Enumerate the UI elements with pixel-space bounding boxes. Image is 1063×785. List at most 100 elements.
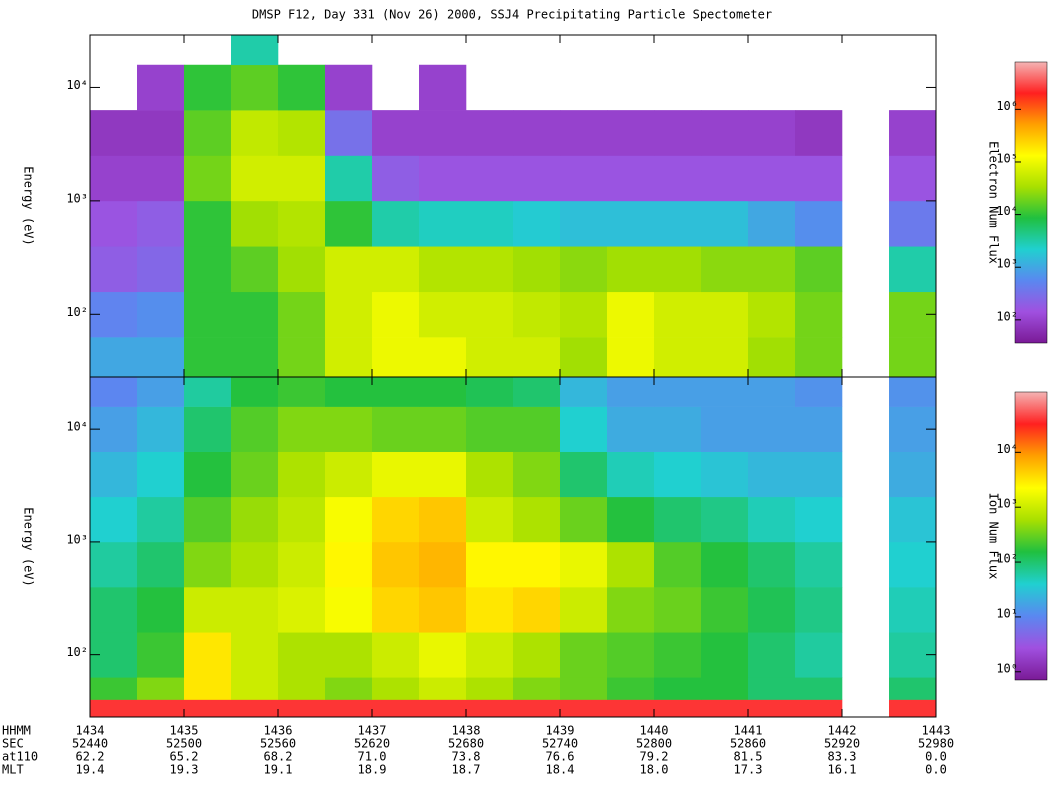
heat-cell: [419, 541, 467, 588]
time-label: 1439: [546, 724, 575, 738]
heat-cell: [231, 246, 279, 293]
heat-cell: [231, 677, 279, 700]
heat-cell: [90, 155, 138, 202]
heat-cell: [137, 200, 185, 247]
colorbar-tick-label: 10³: [996, 497, 1018, 511]
heat-cell: [748, 406, 796, 452]
heat-cell: [231, 155, 279, 202]
heat-cell: [184, 496, 232, 543]
time-label: 19.4: [76, 763, 105, 777]
heat-cell: [607, 451, 655, 498]
heat-cell: [325, 406, 373, 452]
time-label: 0.0: [925, 750, 947, 764]
heat-cell: [325, 110, 373, 156]
heat-cell: [278, 155, 326, 202]
heat-cell: [419, 291, 467, 338]
heat-cell: [278, 632, 326, 678]
heat-cell: [419, 337, 467, 378]
heat-cell: [748, 155, 796, 202]
time-label: 18.4: [546, 763, 575, 777]
heat-cell: [654, 451, 702, 498]
time-row-name: SEC: [2, 737, 24, 751]
heat-cell: [184, 291, 232, 338]
heat-cell: [560, 496, 608, 543]
heat-cell: [184, 406, 232, 452]
heat-cell: [184, 451, 232, 498]
heat-cell: [795, 587, 843, 633]
heat-cell: [748, 337, 796, 378]
time-label: 81.5: [734, 750, 763, 764]
heat-cell: [137, 337, 185, 378]
x-tick-label: 52620: [354, 737, 390, 751]
heat-cell: [889, 496, 937, 543]
heat-cell: [701, 496, 749, 543]
heat-cell: [231, 451, 279, 498]
heat-cell: [560, 200, 608, 247]
heat-cell: [466, 246, 514, 293]
heat-cell: [607, 246, 655, 293]
heat-cell: [701, 155, 749, 202]
heat-cell: [90, 246, 138, 293]
heat-cell: [231, 406, 279, 452]
heat-cell: [372, 541, 420, 588]
heat-cell: [654, 587, 702, 633]
heat-cell: [560, 291, 608, 338]
heat-cell: [654, 110, 702, 156]
heat-cell: [278, 200, 326, 247]
heat-cell: [278, 110, 326, 156]
heat-cell: [278, 541, 326, 588]
heat-cell: [560, 699, 608, 718]
heat-cell: [231, 496, 279, 543]
heat-cell: [184, 541, 232, 588]
heat-cell: [889, 246, 937, 293]
heat-cell: [137, 677, 185, 700]
heat-cell: [372, 377, 420, 407]
x-tick-label: 52500: [166, 737, 202, 751]
colorbar-tick-label: 10⁵: [996, 151, 1018, 165]
heat-cell: [607, 677, 655, 700]
colorbar-label: Electron Num Flux: [987, 141, 1001, 264]
x-tick-label: 52800: [636, 737, 672, 751]
heat-cell: [701, 699, 749, 718]
heat-cell: [889, 541, 937, 588]
heat-cell: [231, 110, 279, 156]
heat-cell: [184, 200, 232, 247]
time-label: 1436: [264, 724, 293, 738]
time-label: 0.0: [925, 763, 947, 777]
heat-cell: [513, 632, 561, 678]
heat-cell: [795, 677, 843, 700]
heat-cell: [466, 632, 514, 678]
heat-cell: [795, 496, 843, 543]
heat-cell: [513, 155, 561, 202]
heat-cell: [748, 246, 796, 293]
x-tick-label: 52440: [72, 737, 108, 751]
heat-cell: [701, 677, 749, 700]
time-label: 1442: [828, 724, 857, 738]
time-label: 73.8: [452, 750, 481, 764]
heat-cell: [513, 496, 561, 543]
colorbar: [1014, 391, 1048, 681]
colorbar-tick-label: 10²: [996, 552, 1018, 566]
heat-cell: [278, 699, 326, 718]
heat-cell: [795, 110, 843, 156]
heat-cell: [748, 451, 796, 498]
heat-cell: [701, 632, 749, 678]
heat-cell: [560, 246, 608, 293]
heat-cell: [137, 587, 185, 633]
time-label: 62.2: [76, 750, 105, 764]
heat-cell: [325, 451, 373, 498]
heat-cell: [701, 246, 749, 293]
time-label: 79.2: [640, 750, 669, 764]
heat-cell: [137, 541, 185, 588]
heat-cell: [137, 155, 185, 202]
heat-cell: [701, 451, 749, 498]
heat-cell: [231, 35, 279, 66]
x-tick-label: 52920: [824, 737, 860, 751]
heat-cell: [607, 291, 655, 338]
time-label: 1434: [76, 724, 105, 738]
heat-cell: [560, 337, 608, 378]
x-tick-label: 52860: [730, 737, 766, 751]
heat-cell: [137, 64, 185, 111]
heat-cell: [278, 496, 326, 543]
